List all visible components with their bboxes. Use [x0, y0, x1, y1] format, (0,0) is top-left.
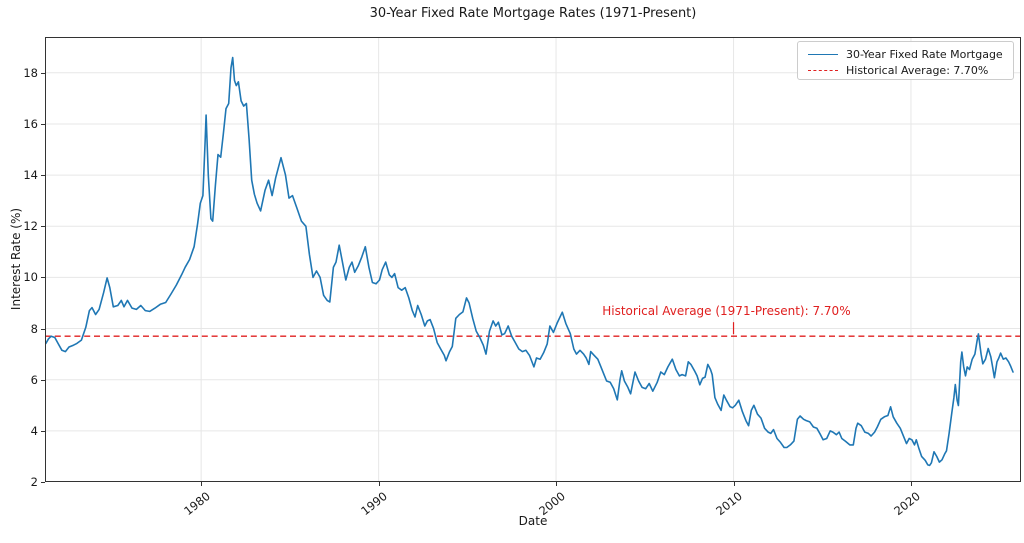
y-tick	[41, 482, 45, 483]
x-axis-label: Date	[518, 514, 548, 528]
y-tick	[41, 123, 45, 125]
y-tick-label: 4	[30, 423, 38, 438]
y-tick-label: 8	[30, 321, 38, 336]
legend-item-rate-line: 30-Year Fixed Rate Mortgage	[808, 46, 1005, 62]
legend-item-average-line: Historical Average: 7.70%	[808, 62, 1005, 78]
y-tick-label: 14	[23, 168, 38, 183]
x-tick	[910, 482, 912, 486]
legend: 30-Year Fixed Rate Mortgage Historical A…	[797, 41, 1014, 80]
y-tick	[41, 72, 45, 74]
chart-title: 30-Year Fixed Rate Mortgage Rates (1971-…	[369, 6, 697, 21]
dashed-line-sample-icon	[808, 69, 838, 71]
y-tick-label: 12	[23, 219, 38, 234]
y-tick	[41, 430, 45, 432]
y-tick	[41, 175, 45, 177]
y-tick-label: 6	[30, 372, 38, 387]
rate-line	[45, 56, 1014, 467]
plot-canvas	[45, 37, 1021, 483]
y-tick-label: 18	[23, 65, 38, 80]
y-tick	[41, 379, 45, 381]
y-tick	[41, 226, 45, 228]
y-tick	[41, 328, 45, 330]
historical-average-annotation: Historical Average (1971-Present): 7.70%	[602, 303, 851, 318]
x-tick	[378, 482, 380, 486]
x-tick	[556, 482, 558, 486]
legend-label: Historical Average: 7.70%	[846, 63, 989, 77]
y-tick	[41, 277, 45, 279]
legend-label: 30-Year Fixed Rate Mortgage	[846, 47, 1003, 61]
plot-border	[45, 37, 1021, 482]
y-tick-label: 16	[23, 116, 38, 131]
y-tick-label: 2	[30, 475, 38, 489]
plot-area	[45, 37, 1021, 483]
solid-line-sample-icon	[808, 53, 838, 55]
y-tick-label: 10	[23, 270, 38, 285]
x-tick	[733, 482, 735, 486]
x-tick	[201, 482, 203, 486]
